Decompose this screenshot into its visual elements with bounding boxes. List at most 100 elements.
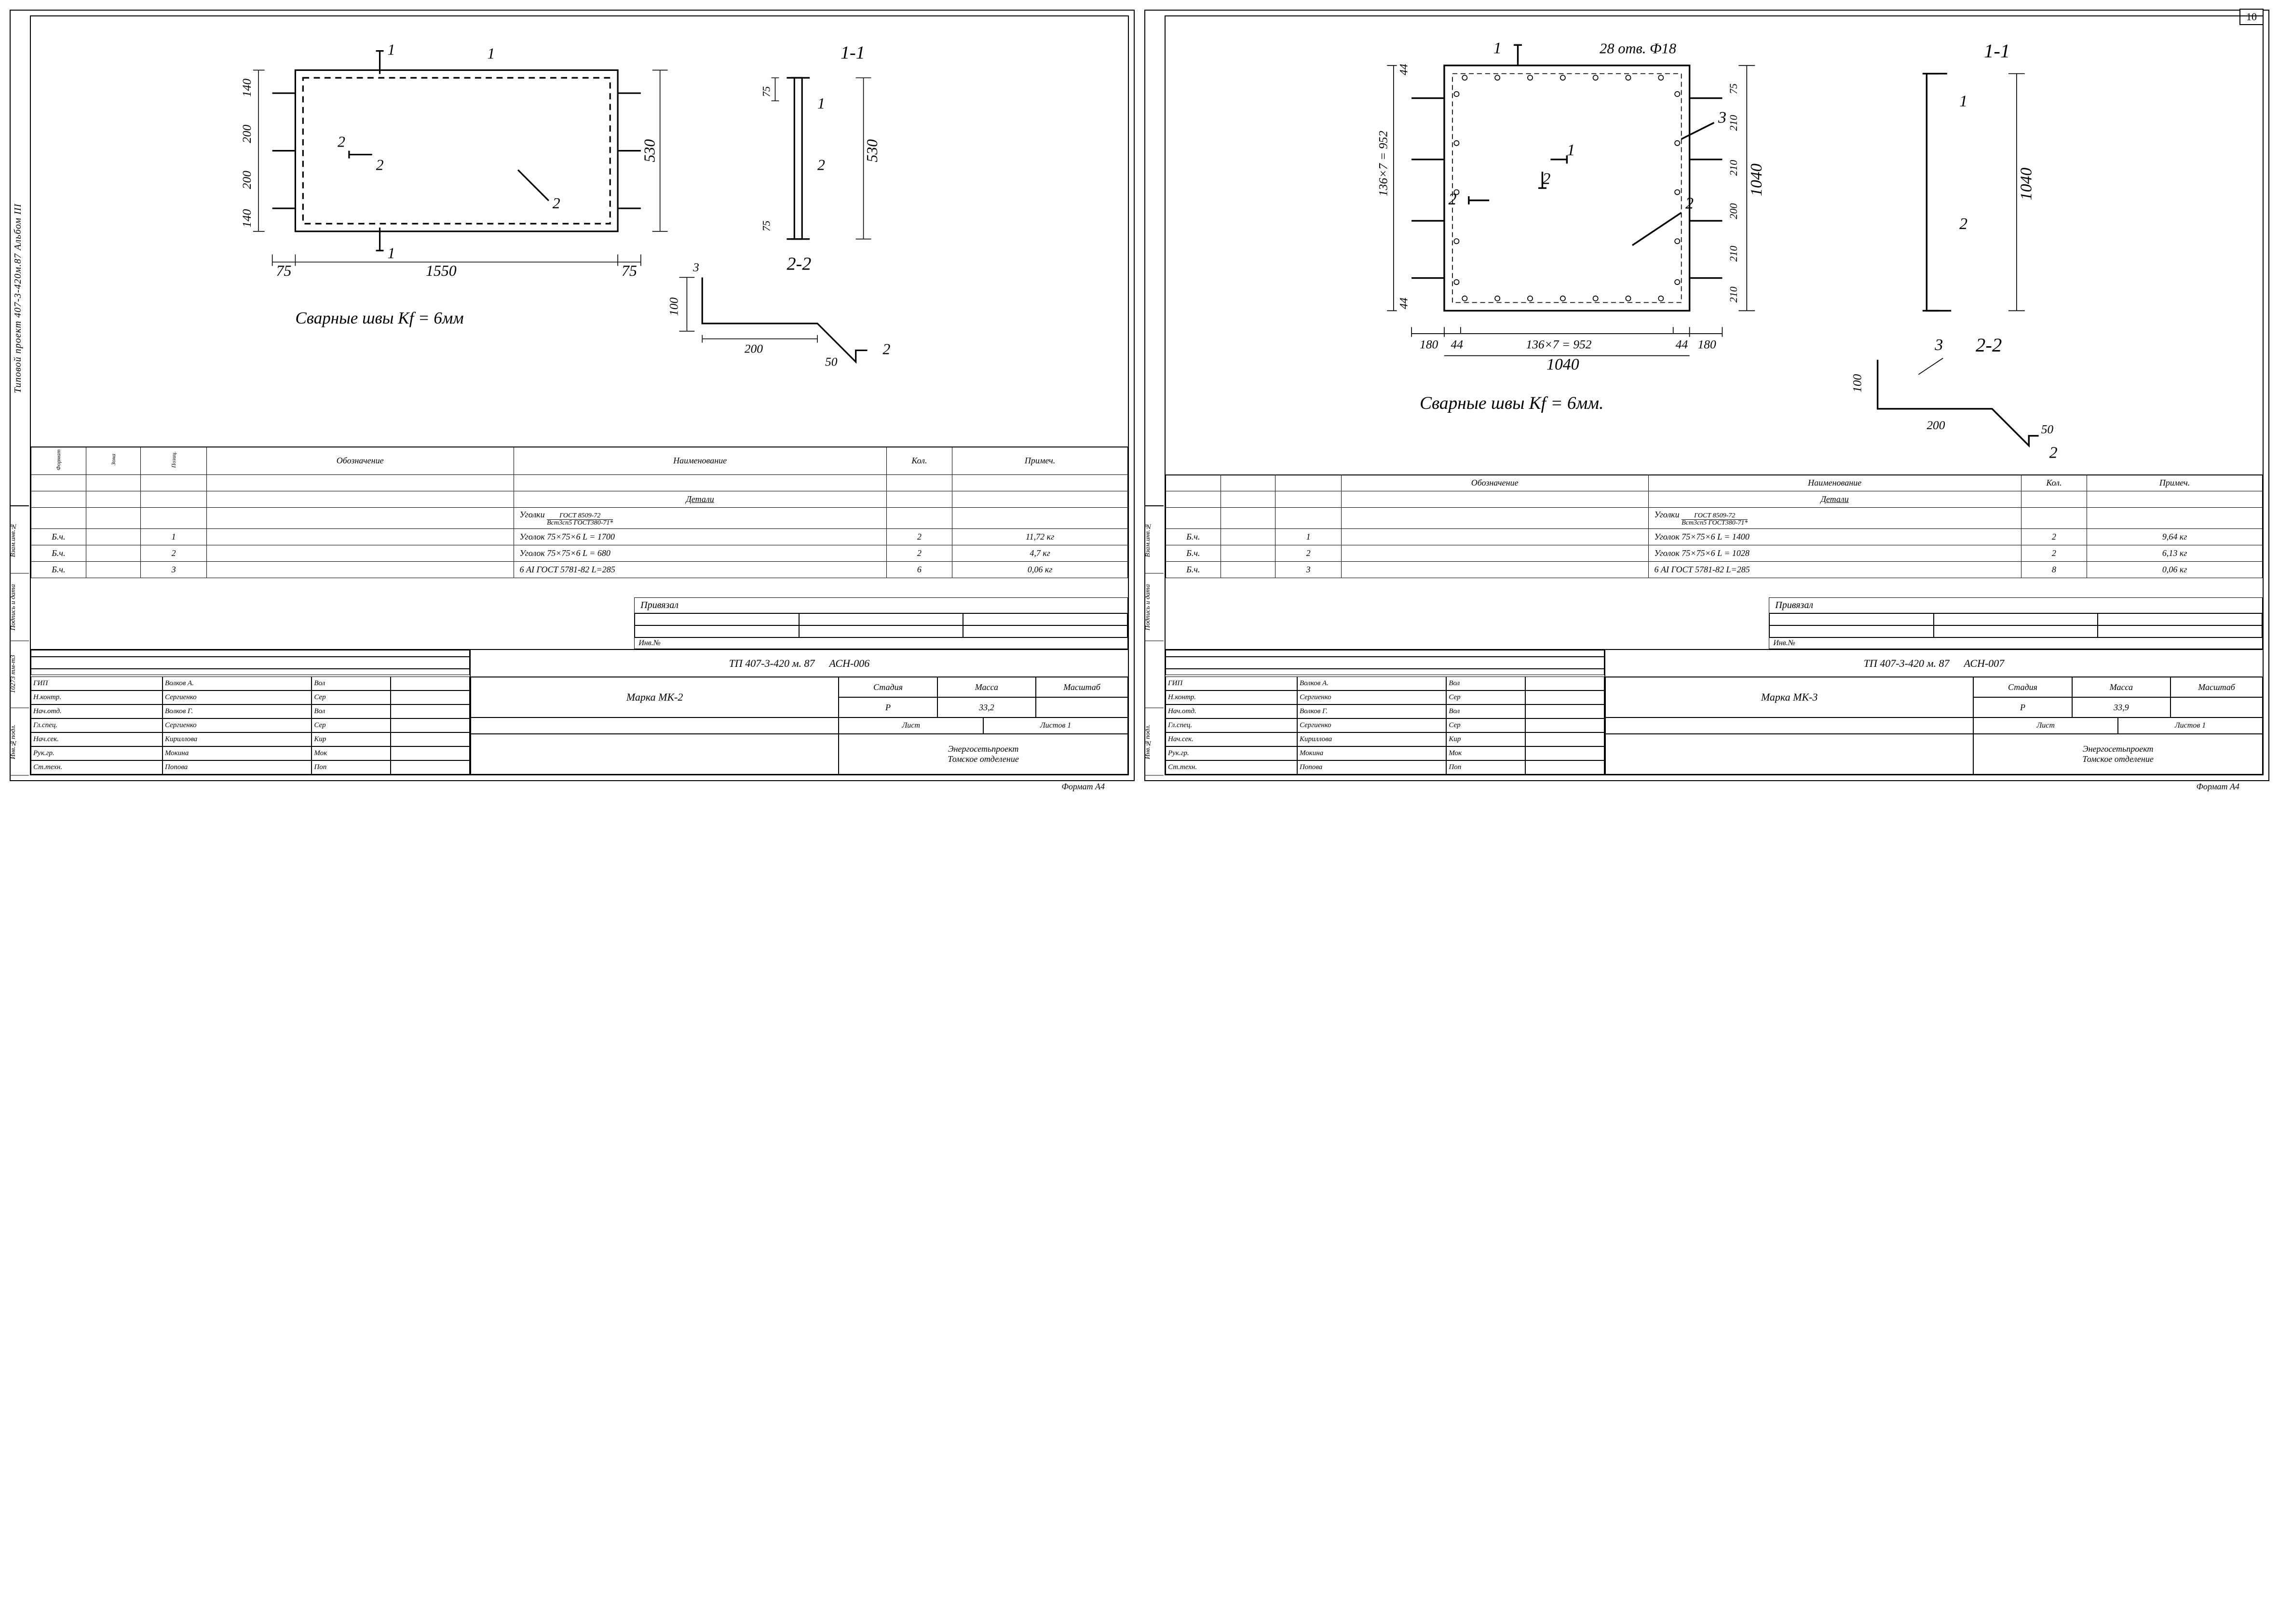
signature: Сер <box>1446 718 1525 732</box>
svg-text:75: 75 <box>622 262 637 279</box>
sheet-right: 10 Инв.№подл. Подпись и дата Взам.инв.№ <box>1144 10 2269 781</box>
svg-text:2: 2 <box>817 156 825 173</box>
role: Гл.спец. <box>1166 718 1297 732</box>
svg-text:2: 2 <box>1959 215 1967 233</box>
h-pos: Позиц. <box>141 447 206 475</box>
svg-text:530: 530 <box>864 139 881 162</box>
sheet-label: Лист <box>839 717 983 734</box>
svg-text:75: 75 <box>760 221 772 231</box>
mass-h: Масса <box>2072 677 2170 697</box>
material-spec: Уголки ГОСТ 8509-72Вст3сп5 ГОСТ380-71* <box>514 508 886 529</box>
signature: Сер <box>1446 690 1525 704</box>
svg-text:3: 3 <box>692 260 699 274</box>
svg-text:200: 200 <box>1727 203 1739 219</box>
svg-text:1040: 1040 <box>2017 168 2035 201</box>
svg-text:44: 44 <box>1676 337 1688 351</box>
svg-text:2: 2 <box>1685 194 1694 212</box>
svg-text:210: 210 <box>1727 286 1739 302</box>
svg-text:75: 75 <box>760 86 772 97</box>
role: Ст.техн. <box>31 760 163 774</box>
svg-text:2: 2 <box>553 195 560 212</box>
drawing-area-1: 1 1 1 2 2 2 1550 75 75 140 <box>31 16 1128 447</box>
signers-2: ГИПВолков А.Вол Н.контр.СергиенкоСер Нач… <box>1166 650 1604 774</box>
brand: Марка МК-3 <box>1605 677 1973 717</box>
name: Сергиенко <box>163 718 312 732</box>
section-detali: Детали <box>1648 491 2021 508</box>
signers-1: ГИПВолков А.Вол Н.контр.СергиенкоСер Нач… <box>31 650 470 774</box>
svg-text:44: 44 <box>1398 298 1411 309</box>
signature: Вол <box>312 677 391 690</box>
mass-v: 33,9 <box>2072 697 2170 717</box>
svg-text:28 отв. Ф18: 28 отв. Ф18 <box>1600 40 1676 56</box>
svg-text:2-2: 2-2 <box>1976 334 2002 356</box>
priv-inv: Инв.№ <box>1769 637 2262 649</box>
svg-text:200: 200 <box>240 171 254 189</box>
svg-text:50: 50 <box>825 354 838 368</box>
svg-text:2: 2 <box>1542 170 1550 188</box>
signature: Мок <box>312 746 391 760</box>
sheet-label: Лист <box>1973 717 2118 734</box>
name: Волков А. <box>1297 677 1446 690</box>
signature: Вол <box>1446 677 1525 690</box>
role: Нач.сек. <box>31 732 163 746</box>
h-format: Формат <box>31 447 86 475</box>
title-block-1: ГИПВолков А.Вол Н.контр.СергиенкоСер Нач… <box>31 649 1128 774</box>
svg-text:1: 1 <box>1493 39 1502 57</box>
priv-block: Привязал Инв.№ <box>634 597 1128 649</box>
code-row: ТП 407-3-420 м. 87 АСН-007 <box>1605 650 2263 677</box>
title-block-2: ГИПВолков А.Вол Н.контр.СергиенкоСер Нач… <box>1166 649 2263 774</box>
h-design: Обозначение <box>1341 475 1648 491</box>
spec-table-1: Формат Зона Позиц. Обозначение Наименова… <box>31 447 1128 578</box>
priv-block: Привязал Инв.№ <box>1769 597 2263 649</box>
material-spec: Уголки ГОСТ 8509-72Вст3сп5 ГОСТ380-71* <box>1648 508 2021 529</box>
name: Попова <box>163 760 312 774</box>
sheets-label: Листов 1 <box>2118 717 2263 734</box>
signature: Вол <box>312 704 391 718</box>
mass-v: 33,2 <box>937 697 1036 717</box>
role: ГИП <box>1166 677 1297 690</box>
spec-row: Б.ч.36 АI ГОСТ 5781-82 L=28560,06 кг <box>31 562 1128 578</box>
role: Рук.гр. <box>31 746 163 760</box>
section-detali: Детали <box>514 491 886 508</box>
name: Сергиенко <box>1297 690 1446 704</box>
name: Сергиенко <box>1297 718 1446 732</box>
svg-text:140: 140 <box>240 209 254 227</box>
name: Волков Г. <box>1297 704 1446 718</box>
h-note: Примеч. <box>952 447 1128 475</box>
svg-text:75: 75 <box>276 262 292 279</box>
drawing-area-2: 1 28 отв. Ф18 2 2 1 2 3 180 44 13 <box>1166 16 2263 474</box>
svg-text:100: 100 <box>1850 374 1864 392</box>
code-row: ТП 407-3-420 м. 87 АСН-006 <box>471 650 1128 677</box>
priv-title: Привязал <box>1769 598 2262 613</box>
svg-text:1: 1 <box>1567 141 1575 159</box>
sheets-label: Листов 1 <box>983 717 1128 734</box>
h-name: Наименование <box>1648 475 2021 491</box>
svg-text:2: 2 <box>882 341 890 358</box>
svg-text:Сварные швы Kf = 6мм: Сварные швы Kf = 6мм <box>295 309 463 327</box>
role: ГИП <box>31 677 163 690</box>
svg-text:2: 2 <box>1448 190 1456 208</box>
project-code: ТП 407-3-420 м. 87 <box>1864 657 1950 670</box>
role: Гл.спец. <box>31 718 163 732</box>
drawing-code: АСН-006 <box>829 657 870 670</box>
format-note: Формат А4 <box>2186 780 2249 794</box>
svg-text:100: 100 <box>666 297 680 315</box>
stamp-vzam: Взам.инв.№ <box>10 506 29 574</box>
signature: Вол <box>1446 704 1525 718</box>
svg-text:3: 3 <box>1934 336 1943 354</box>
spec-row: Б.ч.2Уголок 75×75×6 L = 102826,13 кг <box>1166 545 2263 562</box>
svg-text:2: 2 <box>376 156 384 173</box>
role: Рук.гр. <box>1166 746 1297 760</box>
tb-mid: Марка МК-2 Стадия Масса Масштаб Р 33,2 <box>471 677 1128 717</box>
role: Нач.сек. <box>1166 732 1297 746</box>
stage-h: Стадия <box>839 677 937 697</box>
role: Н.контр. <box>1166 690 1297 704</box>
signature: Сер <box>312 690 391 704</box>
svg-text:140: 140 <box>240 79 254 97</box>
svg-text:3: 3 <box>1718 108 1726 126</box>
sheet-left: Типовой проект 407-3-420м.87 Альбом III … <box>10 10 1135 781</box>
svg-text:1040: 1040 <box>1546 355 1579 373</box>
stage-h: Стадия <box>1973 677 2072 697</box>
svg-text:1: 1 <box>817 95 825 112</box>
signature: Кир <box>312 732 391 746</box>
